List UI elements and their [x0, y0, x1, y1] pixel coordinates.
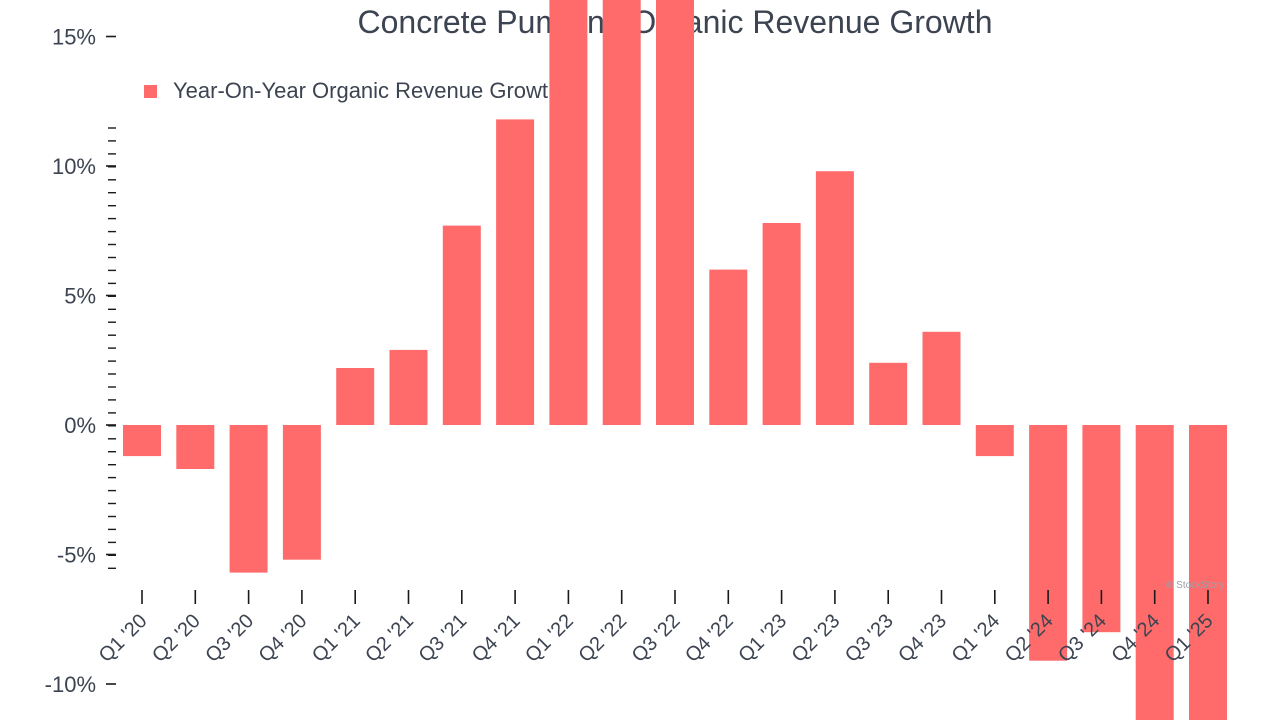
y-tick-label: -10%	[45, 672, 96, 697]
legend-label: Year-On-Year Organic Revenue Growth	[173, 78, 561, 103]
bar	[815, 171, 854, 425]
bar	[1135, 425, 1174, 720]
bar	[496, 119, 535, 426]
y-tick-label: 0%	[64, 413, 96, 438]
x-tick-label: Q2 '20	[148, 610, 205, 667]
legend-swatch	[144, 84, 157, 98]
bar	[762, 223, 801, 425]
bar	[1029, 425, 1068, 661]
y-axis: -10%-5%0%5%10%15%20%	[45, 25, 116, 697]
y-tick-label: 15%	[52, 25, 96, 50]
bar	[282, 425, 321, 560]
x-tick-label: Q1 '24	[948, 610, 1005, 667]
bar	[123, 425, 161, 457]
y-tick-label: 5%	[64, 284, 96, 309]
bar	[975, 425, 1014, 457]
x-tick-label: Q4 '23	[894, 610, 951, 667]
x-tick-label: Q3 '21	[415, 610, 472, 667]
x-tick-label: Q2 '23	[788, 610, 845, 667]
y-tick-label: -5%	[57, 543, 96, 568]
x-tick-label: Q3 '22	[628, 610, 685, 667]
x-tick-label: Q4 '21	[468, 610, 525, 667]
legend: Year-On-Year Organic Revenue Growth	[144, 78, 560, 104]
x-tick-label: Q1 '22	[521, 610, 578, 667]
bar	[176, 425, 215, 469]
x-tick-label: Q1 '20	[95, 610, 152, 667]
bar	[549, 0, 588, 426]
bar	[442, 225, 481, 425]
x-tick-label: Q2 '22	[574, 610, 631, 667]
x-tick-label: Q4 '22	[681, 610, 738, 667]
x-tick-label: Q1 '21	[308, 610, 365, 667]
x-tick-label: Q3 '20	[201, 610, 258, 667]
bar	[922, 331, 961, 425]
y-tick-label: 10%	[52, 154, 96, 179]
bar	[389, 349, 428, 425]
x-tick-label: Q2 '21	[361, 610, 418, 667]
x-tick-label: Q3 '23	[841, 610, 898, 667]
bar	[602, 0, 641, 426]
bar	[656, 0, 694, 426]
watermark: © StockStory	[1166, 580, 1225, 591]
bar	[709, 269, 748, 425]
bars	[123, 0, 1227, 720]
bar	[1189, 425, 1227, 720]
x-tick-label: Q4 '20	[255, 610, 312, 667]
bar	[229, 425, 268, 573]
bar	[336, 368, 375, 425]
x-tick-label: Q1 '23	[734, 610, 791, 667]
bar	[869, 362, 908, 425]
